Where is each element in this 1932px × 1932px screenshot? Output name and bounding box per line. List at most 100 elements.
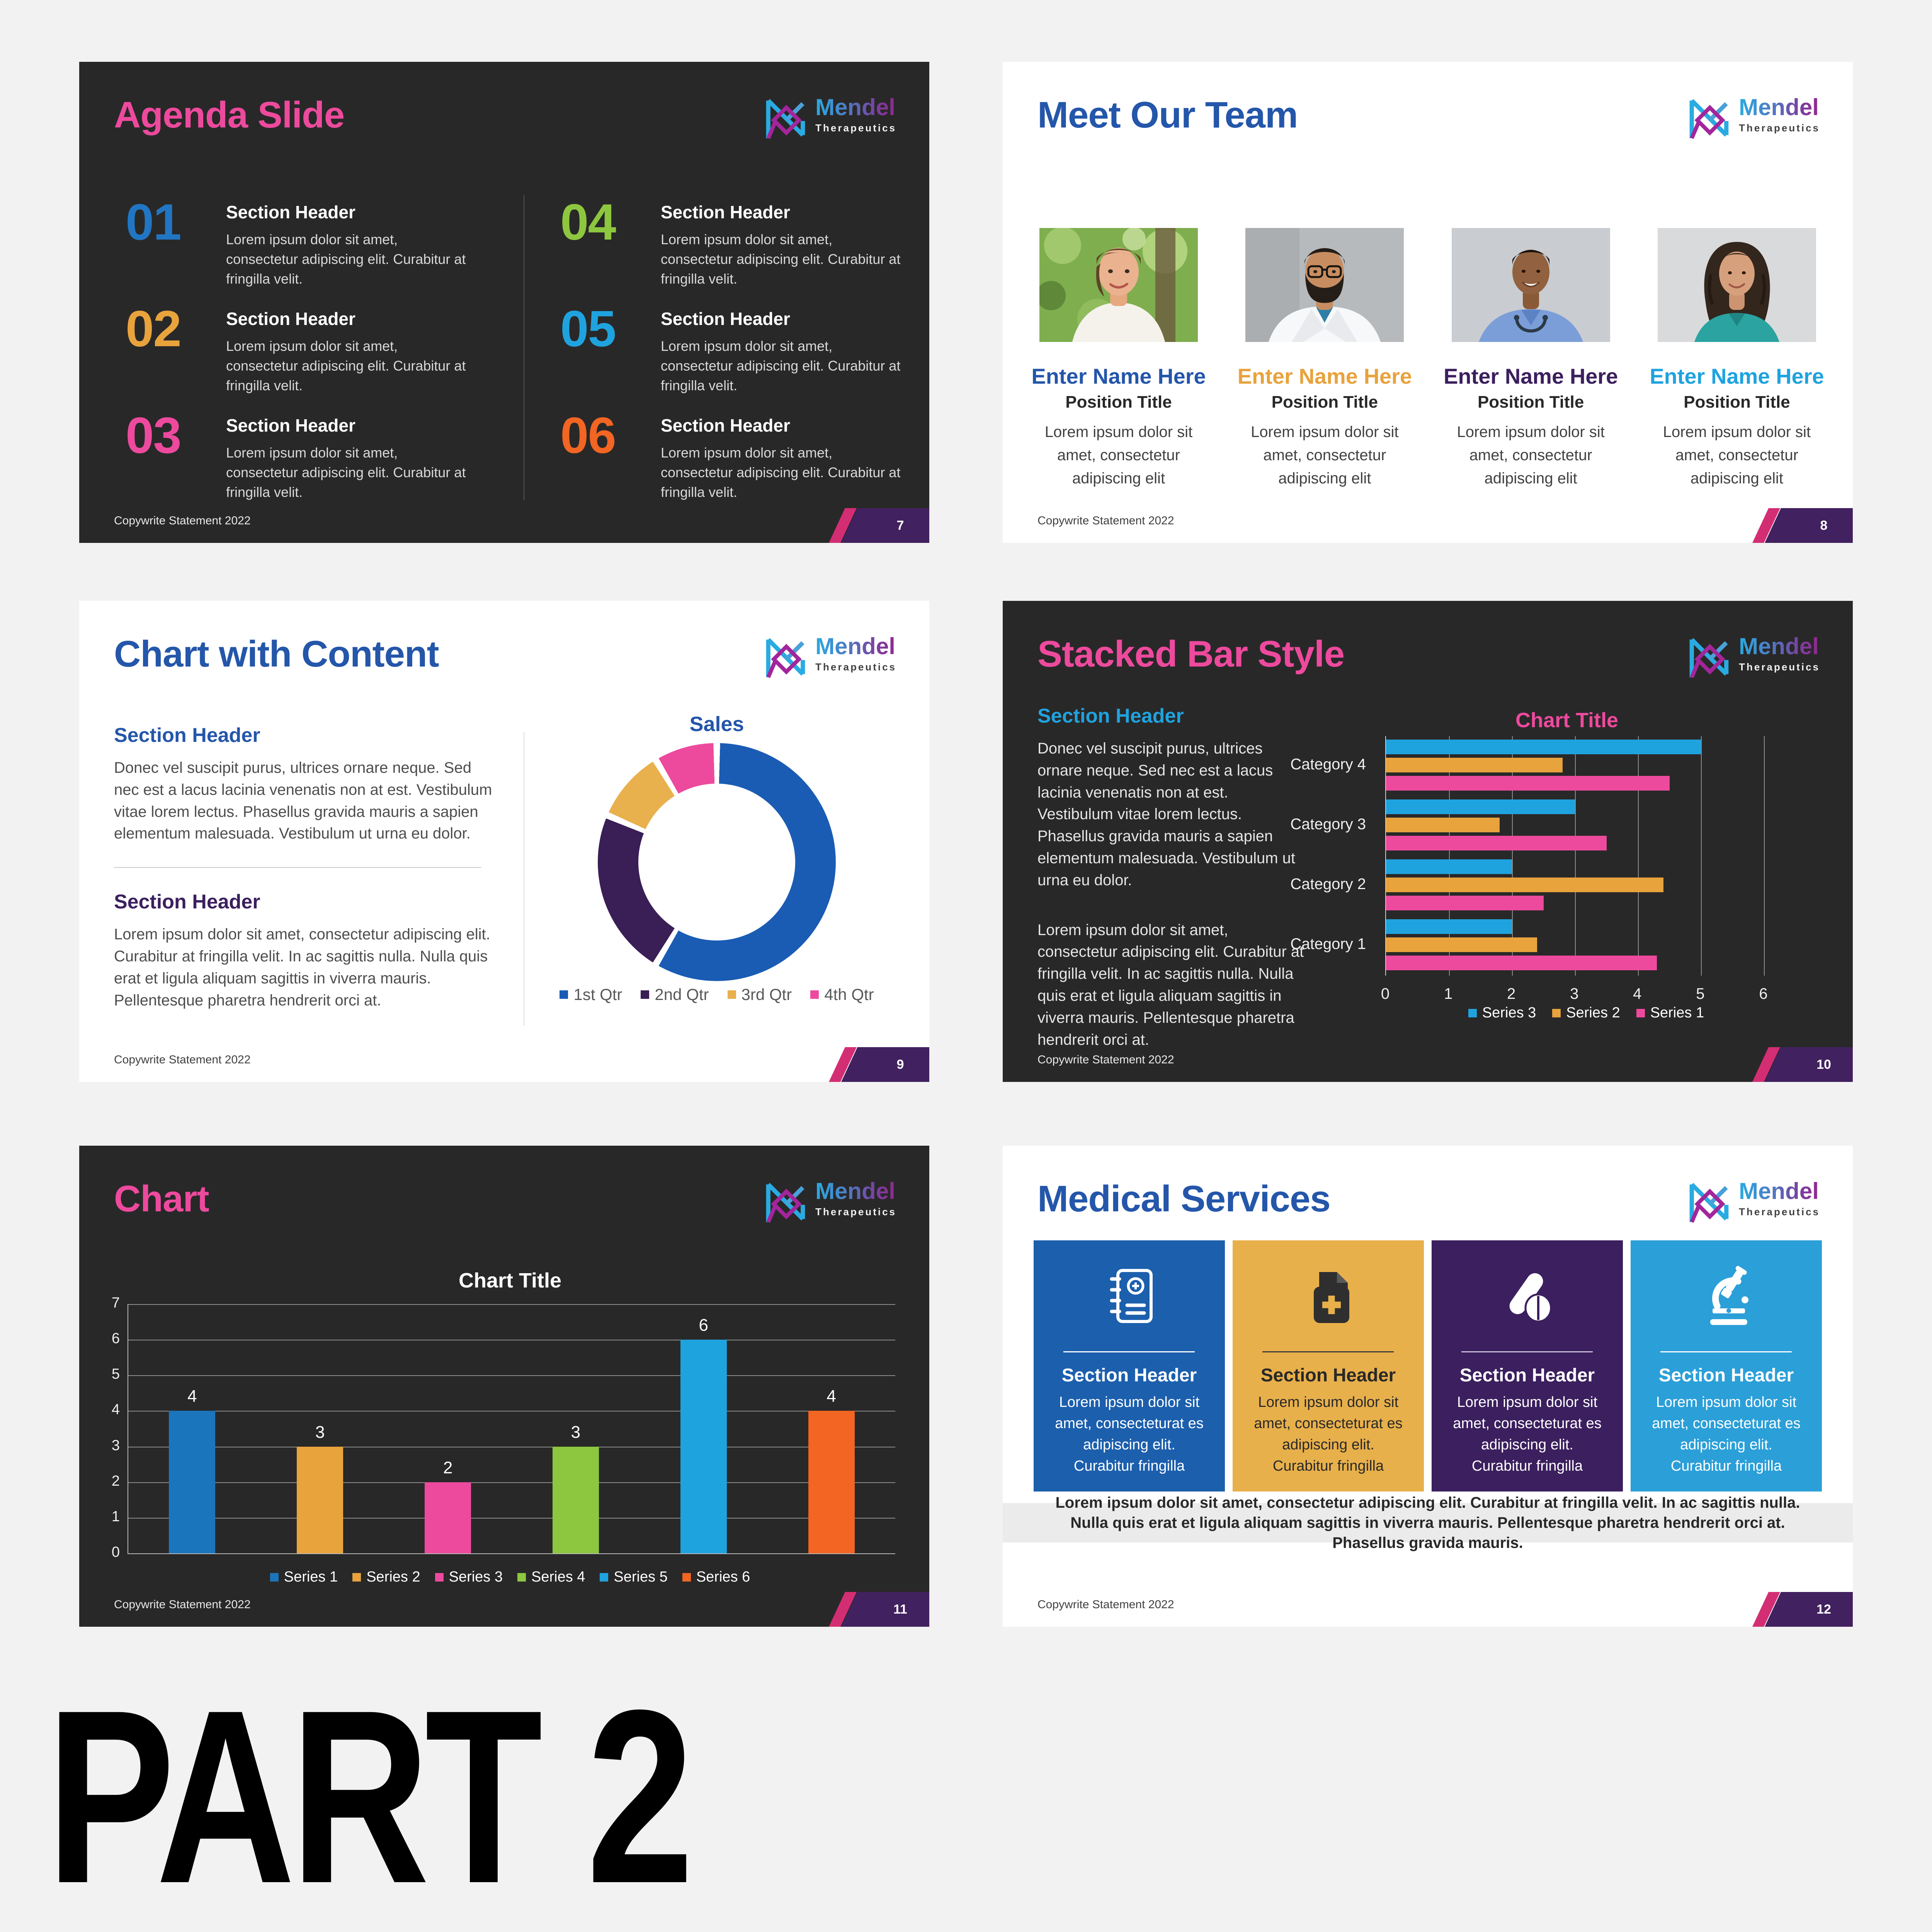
section-text: Lorem ipsum dolor sit amet, consectetur … bbox=[226, 231, 466, 287]
card-text: Lorem ipsum dolor sit amet, consectetura… bbox=[1055, 1394, 1204, 1475]
axis-tick-label: 6 bbox=[111, 1330, 120, 1347]
bar bbox=[1386, 896, 1544, 910]
agenda-item: 05 Section Header Lorem ipsum dolor sit … bbox=[560, 303, 908, 394]
slide-title: Agenda Slide bbox=[114, 94, 345, 136]
legend-label: Series 2 bbox=[1566, 1005, 1620, 1021]
member-name: Enter Name Here bbox=[1650, 364, 1824, 388]
team-member: Enter Name Here Position Title Lorem ips… bbox=[1026, 228, 1211, 490]
bar bbox=[1386, 776, 1670, 791]
legend-item: Series 1 bbox=[270, 1569, 338, 1585]
axis-tick-label: 5 bbox=[111, 1366, 120, 1383]
slide-title: Medical Services bbox=[1037, 1178, 1331, 1219]
horizontal-bar-plot bbox=[1385, 736, 1796, 976]
slide-title: Stacked Bar Style bbox=[1037, 633, 1345, 675]
page-number: 11 bbox=[893, 1602, 907, 1617]
axis-tick-label: 0 bbox=[111, 1544, 120, 1560]
copyright-text: Copywrite Statement 2022 bbox=[1037, 1053, 1174, 1066]
donut-chart-title: Sales bbox=[689, 713, 744, 736]
member-text: Lorem ipsum dolor sit amet, consectetur … bbox=[1251, 423, 1399, 487]
part-label: PART 2 bbox=[46, 1658, 694, 1932]
page-number: 10 bbox=[1816, 1057, 1831, 1072]
section-header: Section Header bbox=[661, 309, 790, 329]
section-text: Lorem ipsum dolor sit amet, consectetur … bbox=[226, 445, 466, 500]
section-text: Lorem ipsum dolor sit amet, consectetur … bbox=[114, 926, 490, 1009]
section-divider bbox=[114, 867, 481, 868]
service-card: Section Header Lorem ipsum dolor sit ame… bbox=[1432, 1240, 1623, 1492]
copyright-text: Copywrite Statement 2022 bbox=[114, 1598, 251, 1611]
bar-value-label: 2 bbox=[443, 1458, 453, 1477]
gridline bbox=[128, 1304, 895, 1305]
team-member: Enter Name Here Position Title Lorem ips… bbox=[1644, 228, 1830, 490]
section-text: Lorem ipsum dolor sit amet, consectetur … bbox=[661, 231, 901, 287]
brand-logo: Mendel Therapeutics bbox=[1685, 96, 1820, 145]
legend-item: 2nd Qtr bbox=[641, 985, 709, 1004]
brand-subname: Therapeutics bbox=[1739, 1206, 1820, 1218]
slide-title: Chart with Content bbox=[114, 633, 439, 675]
slide-title: Chart bbox=[114, 1178, 209, 1219]
legend-swatch bbox=[641, 990, 650, 999]
agenda-item: 03 Section Header Lorem ipsum dolor sit … bbox=[126, 410, 473, 500]
legend-item: Series 5 bbox=[600, 1569, 668, 1585]
section-header: Section Header bbox=[226, 202, 355, 222]
axis-tick-label: 4 bbox=[1633, 985, 1642, 1002]
section-text: Donec vel suscipit purus, ultrices ornar… bbox=[114, 759, 492, 842]
sales-donut-chart bbox=[598, 743, 836, 981]
bar bbox=[169, 1411, 216, 1553]
legend-label: 4th Qtr bbox=[824, 985, 874, 1003]
dna-lattice-x-icon bbox=[762, 96, 809, 145]
legend-item: 4th Qtr bbox=[810, 985, 874, 1004]
section-header: Section Header bbox=[226, 415, 355, 435]
brand-logo: Mendel Therapeutics bbox=[1685, 1180, 1820, 1229]
legend-label: 1st Qtr bbox=[573, 985, 622, 1003]
agenda-item: 06 Section Header Lorem ipsum dolor sit … bbox=[560, 410, 908, 500]
bar bbox=[1386, 758, 1563, 772]
legend-label: Series 5 bbox=[614, 1569, 668, 1585]
page-number: 12 bbox=[1816, 1602, 1831, 1617]
card-divider bbox=[1063, 1351, 1195, 1352]
page-number: 8 bbox=[1820, 518, 1828, 533]
dna-lattice-x-icon bbox=[762, 635, 809, 684]
legend-label: Series 1 bbox=[284, 1569, 338, 1585]
member-position: Position Title bbox=[1477, 393, 1584, 412]
brand-subname: Therapeutics bbox=[815, 1206, 896, 1218]
legend-label: Series 1 bbox=[1650, 1005, 1704, 1021]
legend-swatch bbox=[1636, 1009, 1645, 1017]
service-card: Section Header Lorem ipsum dolor sit ame… bbox=[1233, 1240, 1424, 1492]
legend-label: Series 3 bbox=[449, 1569, 503, 1585]
axis-tick-label: 5 bbox=[1696, 985, 1705, 1002]
legend-item: Series 1 bbox=[1636, 1005, 1704, 1021]
category-label: Category 1 bbox=[1290, 935, 1366, 952]
page-number-badge: 11 bbox=[829, 1592, 929, 1627]
member-text: Lorem ipsum dolor sit amet, consectetur … bbox=[1044, 423, 1193, 487]
legend-swatch bbox=[600, 1573, 609, 1582]
legend-item: Series 4 bbox=[517, 1569, 585, 1585]
bar-value-label: 4 bbox=[827, 1387, 836, 1406]
brand-name: Mendel bbox=[1739, 96, 1820, 119]
legend-label: Series 4 bbox=[531, 1569, 585, 1585]
legend-swatch bbox=[560, 990, 568, 999]
legend-label: Series 2 bbox=[366, 1569, 420, 1585]
bar bbox=[1386, 818, 1500, 832]
brand-name: Mendel bbox=[815, 96, 896, 119]
axis-tick-label: 3 bbox=[111, 1437, 120, 1454]
bar bbox=[1386, 878, 1663, 892]
team-photo-nurse-blue-scrubs bbox=[1451, 228, 1610, 342]
legend-swatch bbox=[270, 1573, 279, 1582]
bar-value-label: 3 bbox=[315, 1422, 325, 1442]
member-position: Position Title bbox=[1065, 393, 1172, 412]
agenda-right-column: 04 Section Header Lorem ipsum dolor sit … bbox=[560, 197, 908, 500]
dna-lattice-x-icon bbox=[762, 1180, 809, 1229]
legend-item: Series 2 bbox=[352, 1569, 420, 1585]
axis-tick-label: 1 bbox=[111, 1508, 120, 1525]
card-header: Section Header bbox=[1260, 1365, 1396, 1386]
bar bbox=[425, 1482, 471, 1553]
legend-label: Series 6 bbox=[696, 1569, 750, 1585]
legend-item: 3rd Qtr bbox=[727, 985, 792, 1004]
member-position: Position Title bbox=[1684, 393, 1790, 412]
copyright-text: Copywrite Statement 2022 bbox=[1037, 514, 1174, 527]
card-divider bbox=[1461, 1351, 1593, 1352]
legend-swatch bbox=[1468, 1009, 1477, 1017]
slide-chart: Chart Mendel Therapeutics Chart Title 4 3… bbox=[79, 1146, 929, 1627]
legend-swatch bbox=[810, 990, 819, 999]
